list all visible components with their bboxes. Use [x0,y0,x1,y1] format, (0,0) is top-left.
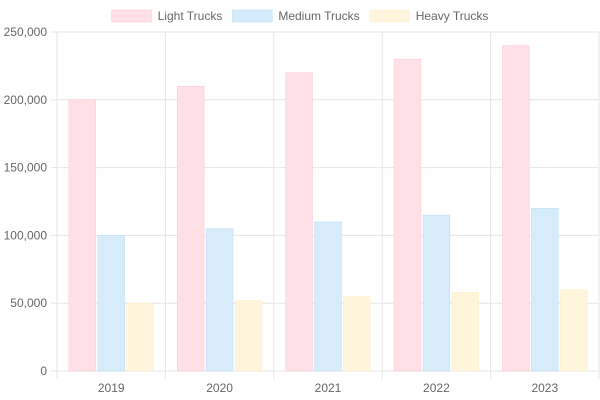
bar-light-trucks-2023[interactable] [502,45,530,372]
y-tick-label: 0 [40,364,47,378]
legend-swatch [111,9,152,23]
y-tick-label: 200,000 [4,93,48,107]
legend[interactable]: Light Trucks Medium Trucks Heavy Trucks [111,9,489,23]
legend-swatch [232,9,273,23]
bar-heavy-trucks-2023[interactable] [560,289,588,372]
bar-heavy-trucks-2022[interactable] [451,292,480,372]
legend-item-light-trucks[interactable]: Light Trucks [111,9,223,23]
bar-heavy-trucks-2020[interactable] [234,300,263,372]
bar-heavy-trucks-2019[interactable] [126,302,154,372]
x-tick-label: 2021 [315,381,342,395]
bar-medium-trucks-2019[interactable] [97,235,125,372]
bar-light-trucks-2019[interactable] [68,99,96,372]
bar-light-trucks-2021[interactable] [285,72,313,372]
legend-label: Light Trucks [158,9,223,23]
bar-medium-trucks-2022[interactable] [422,214,451,372]
y-tick-label: 250,000 [4,25,48,39]
legend-swatch [369,9,410,23]
bar-medium-trucks-2021[interactable] [314,221,342,372]
bar-heavy-trucks-2021[interactable] [343,296,371,372]
x-tick-label: 2019 [98,381,125,395]
y-tick-label: 150,000 [4,161,48,175]
x-axis: 2019 2020 2021 2022 2023 [98,381,559,395]
legend-item-medium-trucks[interactable]: Medium Trucks [232,9,360,23]
legend-label: Medium Trucks [278,9,359,23]
x-tick-label: 2023 [531,381,558,395]
x-tick-label: 2020 [206,381,233,395]
legend-item-heavy-trucks[interactable]: Heavy Trucks [369,9,489,23]
bar-light-trucks-2020[interactable] [176,85,205,372]
legend-label: Heavy Trucks [416,9,489,23]
bars [68,45,588,372]
y-axis: 0 50,000 100,000 150,000 200,000 250,000 [4,25,48,378]
x-tick-label: 2022 [423,381,450,395]
bar-light-trucks-2022[interactable] [393,58,422,372]
bar-medium-trucks-2023[interactable] [531,208,559,372]
y-tick-label: 100,000 [4,228,48,242]
bar-medium-trucks-2020[interactable] [205,228,234,372]
y-tick-label: 50,000 [10,296,47,310]
